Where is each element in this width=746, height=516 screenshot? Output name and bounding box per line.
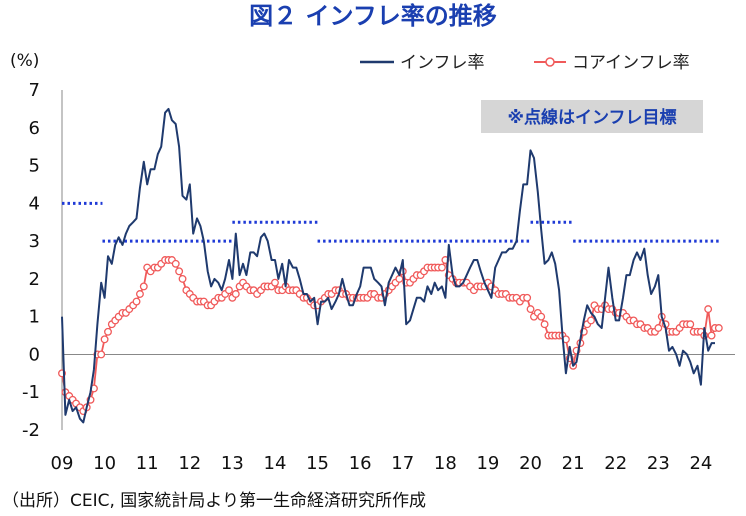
x-tick-label: 20: [519, 453, 542, 474]
core-inflation-point: [97, 350, 106, 359]
x-tick-label: 10: [93, 453, 116, 474]
core-inflation-point: [437, 263, 446, 272]
series-group: [58, 107, 723, 424]
x-tick-label: 16: [349, 453, 372, 474]
core-inflation-point: [686, 320, 695, 329]
y-axis-ticks: -2 -1 0 1 2 3 4 5 6 7: [22, 80, 40, 441]
y-tick-label: 5: [29, 156, 40, 177]
y-tick-label: -2: [22, 420, 40, 441]
legend: インフレ率 コアインフレ率: [360, 53, 690, 73]
core-inflation-point: [707, 331, 716, 340]
note-box: ※点線はインフレ目標: [481, 100, 703, 133]
x-tick-label: 17: [391, 453, 414, 474]
y-tick-label: 4: [29, 193, 40, 214]
x-tick-label: 19: [476, 453, 499, 474]
note-box-bg: [481, 100, 703, 133]
x-tick-label: 09: [51, 453, 74, 474]
core-inflation-point: [100, 335, 109, 344]
core-inflation-point: [526, 305, 535, 314]
source-note: （出所）CEIC, 国家統計局より第一生命経済研究所作成: [2, 491, 426, 511]
core-inflation-point: [175, 267, 184, 276]
legend-core-label: コアインフレ率: [572, 53, 690, 73]
core-inflation-point: [171, 259, 180, 268]
x-tick-label: 12: [178, 453, 201, 474]
y-tick-label: 2: [29, 269, 40, 290]
core-inflation-point: [704, 305, 713, 314]
target-lines: [62, 201, 719, 243]
core-inflation-point: [178, 274, 187, 283]
core-inflation-point: [523, 293, 532, 302]
unit-label: (%): [10, 51, 39, 71]
legend-core-marker: [545, 57, 555, 67]
x-tick-label: 18: [434, 453, 457, 474]
x-tick-label: 24: [689, 453, 712, 474]
legend-inflation-label: インフレ率: [400, 53, 485, 73]
core-inflation-point: [139, 282, 148, 291]
core-inflation-point: [225, 286, 233, 295]
core-inflation-point: [714, 324, 723, 332]
core-inflation-point: [537, 312, 546, 321]
y-tick-label: 7: [29, 80, 40, 101]
inflation-chart: 図２ インフレ率の推移 (%) インフレ率 コアインフレ率 ※点線はインフレ目標…: [10, 2, 735, 474]
core-inflation-point: [104, 327, 112, 336]
core-inflation-point: [654, 324, 663, 332]
x-tick-label: 11: [136, 453, 159, 474]
x-tick-label: 15: [306, 453, 329, 474]
y-tick-label: 1: [29, 307, 40, 328]
x-tick-label: 23: [647, 453, 670, 474]
core-inflation-point: [395, 274, 404, 283]
core-inflation-point: [231, 290, 240, 298]
core-inflation-point: [540, 320, 549, 329]
x-axis-ticks: 09 10 11 12 13 14 15 16 17 18 19 20 21 22 23 24: [51, 453, 713, 474]
core-inflation-line: [61, 257, 719, 413]
core-inflation-point: [587, 316, 595, 325]
inflation-line: [61, 107, 715, 424]
core-inflation-point: [132, 297, 141, 306]
x-tick-label: 14: [264, 453, 287, 474]
y-tick-label: 6: [29, 118, 40, 139]
core-inflation-point: [271, 278, 279, 287]
x-tick-label: 13: [221, 453, 244, 474]
y-tick-label: 0: [29, 344, 40, 365]
x-tick-label: 22: [604, 453, 627, 474]
core-inflation-point: [135, 290, 144, 298]
chart-title: 図２ インフレ率の推移: [249, 2, 497, 30]
x-tick-label: 21: [562, 453, 585, 474]
y-tick-label: -1: [22, 382, 40, 403]
note-text: ※点線はインフレ目標: [507, 107, 676, 128]
y-tick-label: 3: [29, 231, 40, 252]
